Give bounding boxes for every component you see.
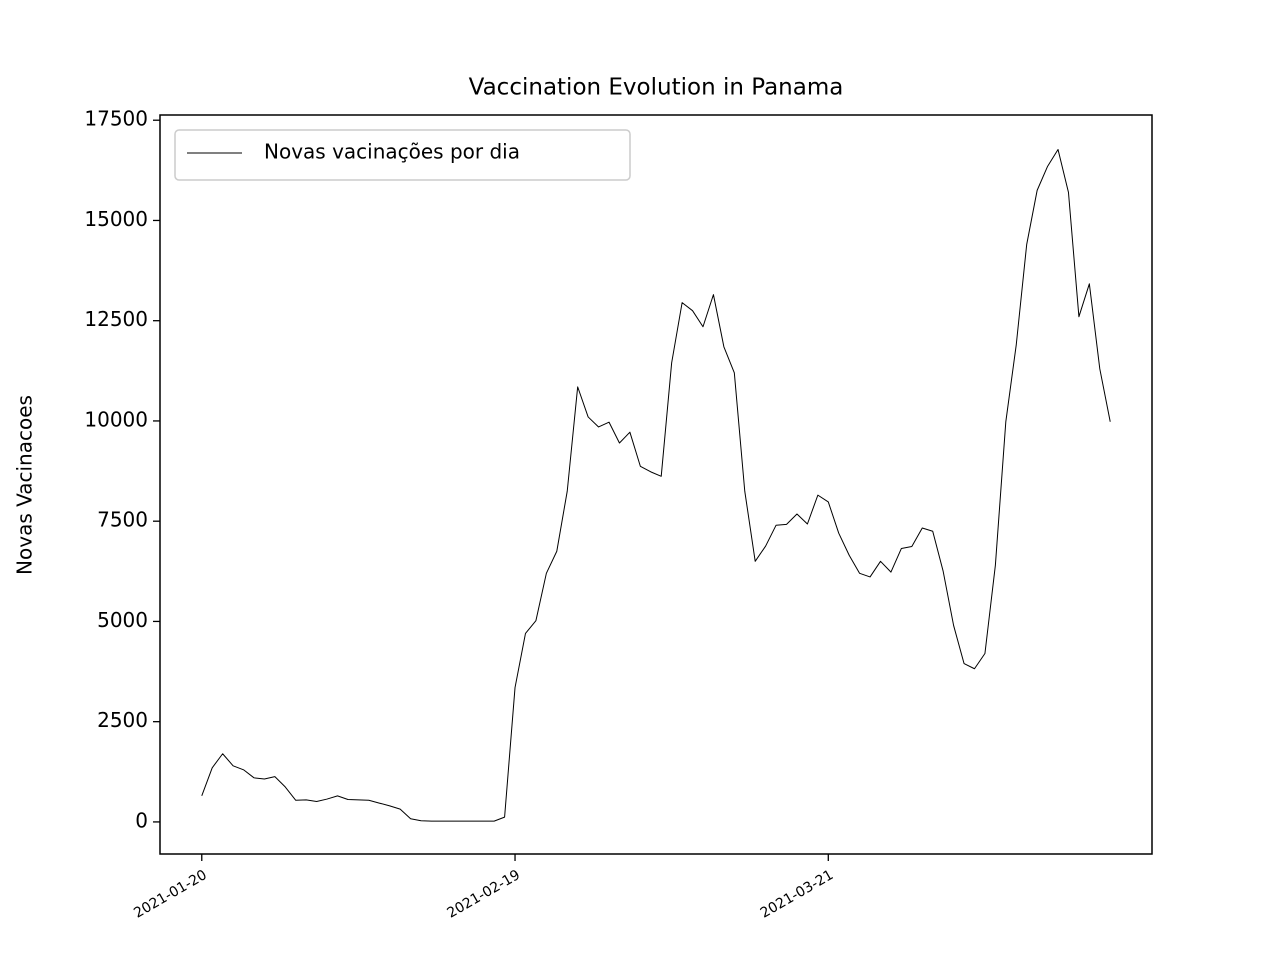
legend-box — [174, 129, 631, 181]
y-tick-label: 15000 — [84, 207, 148, 231]
plot-frame — [159, 114, 1153, 855]
x-axis-label: Date — [632, 959, 680, 960]
chart-title: Vaccination Evolution in Panama — [469, 75, 844, 101]
y-tick-label: 10000 — [84, 407, 148, 431]
line-series — [201, 148, 1111, 822]
y-tick-label: 0 — [135, 808, 148, 832]
y-tick-label: 17500 — [84, 107, 148, 131]
y-tick-label: 5000 — [97, 608, 148, 632]
y-axis-label: Novas Vacinacoes — [13, 395, 37, 575]
y-tick-label: 12500 — [84, 307, 148, 331]
y-tick-label: 2500 — [97, 708, 148, 732]
y-tick-label: 7500 — [97, 508, 148, 532]
legend-label: Novas vacinações por dia — [264, 140, 520, 164]
